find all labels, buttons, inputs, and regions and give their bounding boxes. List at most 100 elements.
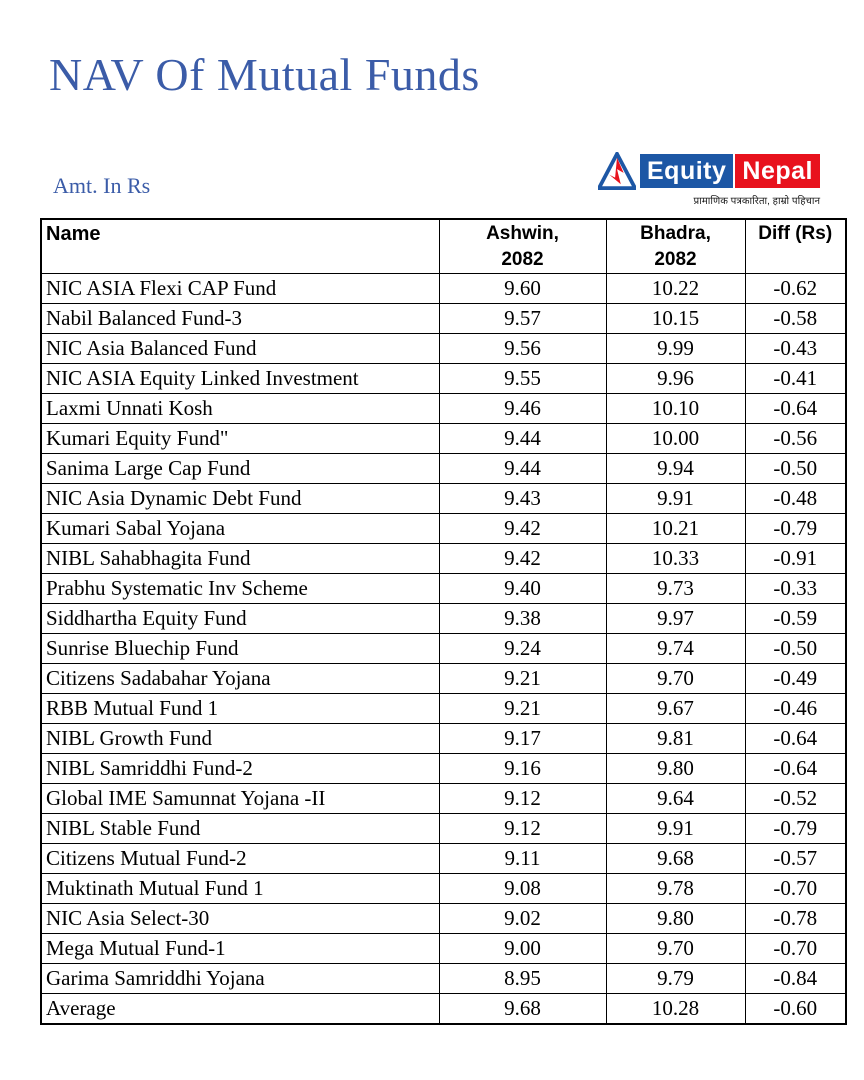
diff-value-cell: -0.57 <box>744 843 847 874</box>
bhadra-value-cell: 9.67 <box>605 693 746 724</box>
bhadra-value-cell: 10.28 <box>605 993 746 1025</box>
diff-value-cell: -0.60 <box>744 993 847 1025</box>
bhadra-value-cell: 9.94 <box>605 453 746 484</box>
ashwin-value-cell: 9.02 <box>438 903 607 934</box>
ashwin-value-cell: 9.21 <box>438 663 607 694</box>
ashwin-value-cell: 9.21 <box>438 693 607 724</box>
ashwin-value-cell: 9.00 <box>438 933 607 964</box>
bhadra-value-cell: 9.91 <box>605 813 746 844</box>
ashwin-value-cell: 9.12 <box>438 783 607 814</box>
table-row: Citizens Mutual Fund-2 9.11 9.68 -0.57 <box>40 843 847 874</box>
diff-value-cell: -0.41 <box>744 363 847 394</box>
amount-unit-label: Amt. In Rs <box>53 173 151 198</box>
table-row: Siddhartha Equity Fund 9.38 9.97 -0.59 <box>40 603 847 634</box>
logo-nepal-label: Nepal <box>735 154 820 188</box>
fund-name-cell: NIC Asia Dynamic Debt Fund <box>40 483 440 514</box>
fund-name-cell: NIC ASIA Flexi CAP Fund <box>40 273 440 304</box>
table-row: NIBL Samriddhi Fund-2 9.16 9.80 -0.64 <box>40 753 847 784</box>
bhadra-value-cell: 9.73 <box>605 573 746 604</box>
ashwin-value-cell: 9.17 <box>438 723 607 754</box>
fund-name-cell: Mega Mutual Fund-1 <box>40 933 440 964</box>
table-header-row: Name Ashwin, 2082 Bhadra, 2082 Diff (Rs) <box>40 218 847 274</box>
bhadra-value-cell: 10.15 <box>605 303 746 334</box>
ashwin-value-cell: 9.68 <box>438 993 607 1025</box>
ashwin-value-cell: 9.60 <box>438 273 607 304</box>
ashwin-value-cell: 9.44 <box>438 423 607 454</box>
diff-value-cell: -0.46 <box>744 693 847 724</box>
page-title: NAV Of Mutual Funds <box>49 49 480 100</box>
table-row: Citizens Sadabahar Yojana 9.21 9.70 -0.49 <box>40 663 847 694</box>
fund-name-cell: Global IME Samunnat Yojana -II <box>40 783 440 814</box>
bhadra-value-cell: 9.99 <box>605 333 746 364</box>
diff-value-cell: -0.62 <box>744 273 847 304</box>
table-row: NIC Asia Balanced Fund 9.56 9.99 -0.43 <box>40 333 847 364</box>
ashwin-value-cell: 9.44 <box>438 453 607 484</box>
table-row: RBB Mutual Fund 1 9.21 9.67 -0.46 <box>40 693 847 724</box>
bhadra-value-cell: 9.80 <box>605 903 746 934</box>
ashwin-value-cell: 9.42 <box>438 513 607 544</box>
nav-table: Name Ashwin, 2082 Bhadra, 2082 Diff (Rs)… <box>40 218 847 1025</box>
column-header-diff: Diff (Rs) <box>744 218 847 274</box>
diff-value-cell: -0.64 <box>744 393 847 424</box>
bhadra-value-cell: 9.79 <box>605 963 746 994</box>
table-row: NIBL Growth Fund 9.17 9.81 -0.64 <box>40 723 847 754</box>
fund-name-cell: Siddhartha Equity Fund <box>40 603 440 634</box>
table-row: Kumari Sabal Yojana 9.42 10.21 -0.79 <box>40 513 847 544</box>
bhadra-value-cell: 10.00 <box>605 423 746 454</box>
ashwin-value-cell: 9.43 <box>438 483 607 514</box>
bhadra-value-cell: 9.97 <box>605 603 746 634</box>
column-header-bhadra: Bhadra, 2082 <box>605 218 746 274</box>
diff-value-cell: -0.70 <box>744 933 847 964</box>
fund-name-cell: Garima Samriddhi Yojana <box>40 963 440 994</box>
fund-name-cell: NIC Asia Balanced Fund <box>40 333 440 364</box>
fund-name-cell: Nabil Balanced Fund-3 <box>40 303 440 334</box>
bhadra-value-cell: 9.64 <box>605 783 746 814</box>
column-header-ashwin: Ashwin, 2082 <box>438 218 607 274</box>
bhadra-value-cell: 9.70 <box>605 933 746 964</box>
table-row: Muktinath Mutual Fund 1 9.08 9.78 -0.70 <box>40 873 847 904</box>
bhadra-value-cell: 10.33 <box>605 543 746 574</box>
bhadra-value-cell: 9.96 <box>605 363 746 394</box>
bhadra-value-cell: 9.78 <box>605 873 746 904</box>
bhadra-value-cell: 10.22 <box>605 273 746 304</box>
table-row: NIC ASIA Equity Linked Investment 9.55 9.9… <box>40 363 847 394</box>
diff-value-cell: -0.33 <box>744 573 847 604</box>
equity-nepal-logo: Equity Nepal प्रामाणिक पत्रकारिता, हाम्र… <box>598 152 820 207</box>
fund-name-cell: NIBL Growth Fund <box>40 723 440 754</box>
bhadra-value-cell: 9.91 <box>605 483 746 514</box>
fund-name-cell: Sanima Large Cap Fund <box>40 453 440 484</box>
fund-name-cell: Kumari Sabal Yojana <box>40 513 440 544</box>
mountain-triangle-icon <box>598 152 636 190</box>
ashwin-value-cell: 9.08 <box>438 873 607 904</box>
bhadra-value-cell: 10.10 <box>605 393 746 424</box>
diff-value-cell: -0.56 <box>744 423 847 454</box>
bhadra-value-cell: 9.81 <box>605 723 746 754</box>
table-row: NIBL Sahabhagita Fund 9.42 10.33 -0.91 <box>40 543 847 574</box>
diff-value-cell: -0.58 <box>744 303 847 334</box>
table-row: Laxmi Unnati Kosh 9.46 10.10 -0.64 <box>40 393 847 424</box>
diff-value-cell: -0.64 <box>744 753 847 784</box>
ashwin-value-cell: 9.38 <box>438 603 607 634</box>
ashwin-value-cell: 9.24 <box>438 633 607 664</box>
bhadra-value-cell: 9.74 <box>605 633 746 664</box>
table-row: Nabil Balanced Fund-3 9.57 10.15 -0.58 <box>40 303 847 334</box>
diff-value-cell: -0.79 <box>744 813 847 844</box>
logo-equity-label: Equity <box>640 154 734 188</box>
ashwin-value-cell: 9.12 <box>438 813 607 844</box>
fund-name-cell: NIBL Stable Fund <box>40 813 440 844</box>
fund-name-cell: NIBL Samriddhi Fund-2 <box>40 753 440 784</box>
diff-value-cell: -0.91 <box>744 543 847 574</box>
fund-name-cell: RBB Mutual Fund 1 <box>40 693 440 724</box>
table-row: NIBL Stable Fund 9.12 9.91 -0.79 <box>40 813 847 844</box>
table-row: NIC ASIA Flexi CAP Fund 9.60 10.22 -0.62 <box>40 273 847 304</box>
fund-name-cell: Citizens Sadabahar Yojana <box>40 663 440 694</box>
column-header-name: Name <box>40 218 440 274</box>
fund-name-cell: Kumari Equity Fund" <box>40 423 440 454</box>
fund-name-cell: NIC Asia Select-30 <box>40 903 440 934</box>
table-row: Sunrise Bluechip Fund 9.24 9.74 -0.50 <box>40 633 847 664</box>
diff-value-cell: -0.84 <box>744 963 847 994</box>
ashwin-value-cell: 9.55 <box>438 363 607 394</box>
ashwin-value-cell: 9.11 <box>438 843 607 874</box>
table-row: Mega Mutual Fund-1 9.00 9.70 -0.70 <box>40 933 847 964</box>
